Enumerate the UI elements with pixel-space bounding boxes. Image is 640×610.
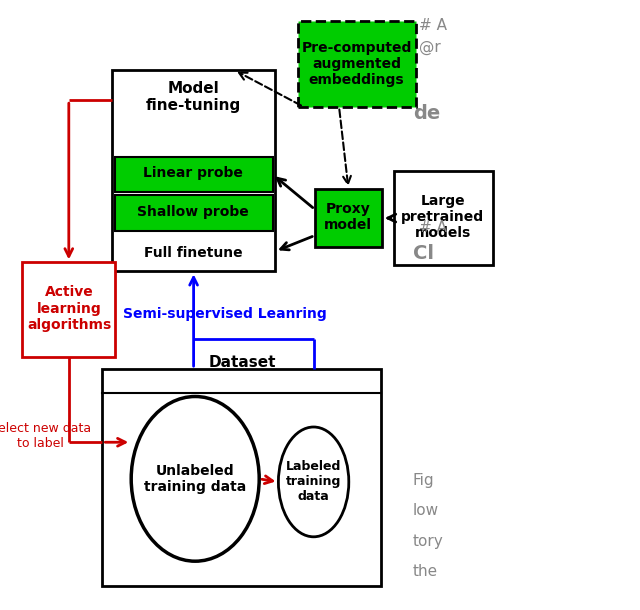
- Ellipse shape: [278, 427, 349, 537]
- Ellipse shape: [131, 396, 259, 561]
- Text: Full finetune: Full finetune: [144, 246, 243, 260]
- Text: low: low: [413, 503, 439, 518]
- Text: the: the: [413, 564, 438, 580]
- Text: Shallow probe: Shallow probe: [138, 206, 249, 219]
- Text: Labeled
training
data: Labeled training data: [286, 461, 341, 503]
- Text: Proxy
model: Proxy model: [324, 202, 372, 232]
- Text: # A: # A: [419, 220, 447, 235]
- Text: tory: tory: [413, 534, 444, 549]
- Bar: [298, 21, 416, 107]
- Text: # A: # A: [419, 18, 447, 34]
- Text: Dataset: Dataset: [208, 356, 276, 370]
- Bar: [102, 369, 381, 586]
- Text: Active
learning
algorithms: Active learning algorithms: [27, 285, 111, 332]
- Bar: [315, 189, 382, 247]
- Text: Cl: Cl: [413, 244, 434, 263]
- Bar: [22, 262, 115, 357]
- Text: Unlabeled
training data: Unlabeled training data: [144, 464, 246, 494]
- Text: Semi-supervised Leanring: Semi-supervised Leanring: [123, 307, 326, 321]
- Bar: [115, 157, 273, 192]
- Text: Select new data
to label: Select new data to label: [0, 422, 91, 450]
- Bar: [394, 171, 493, 265]
- Text: Fig: Fig: [413, 473, 435, 488]
- Bar: [112, 70, 275, 271]
- Text: Large
pretrained
models: Large pretrained models: [401, 194, 484, 240]
- Text: Linear probe: Linear probe: [143, 167, 243, 180]
- Text: Model
fine-tuning: Model fine-tuning: [146, 81, 241, 113]
- Text: Pre-computed
augmented
embeddings: Pre-computed augmented embeddings: [301, 41, 412, 87]
- Text: de: de: [413, 104, 440, 123]
- Text: @r: @r: [419, 40, 441, 55]
- Bar: [115, 195, 273, 231]
